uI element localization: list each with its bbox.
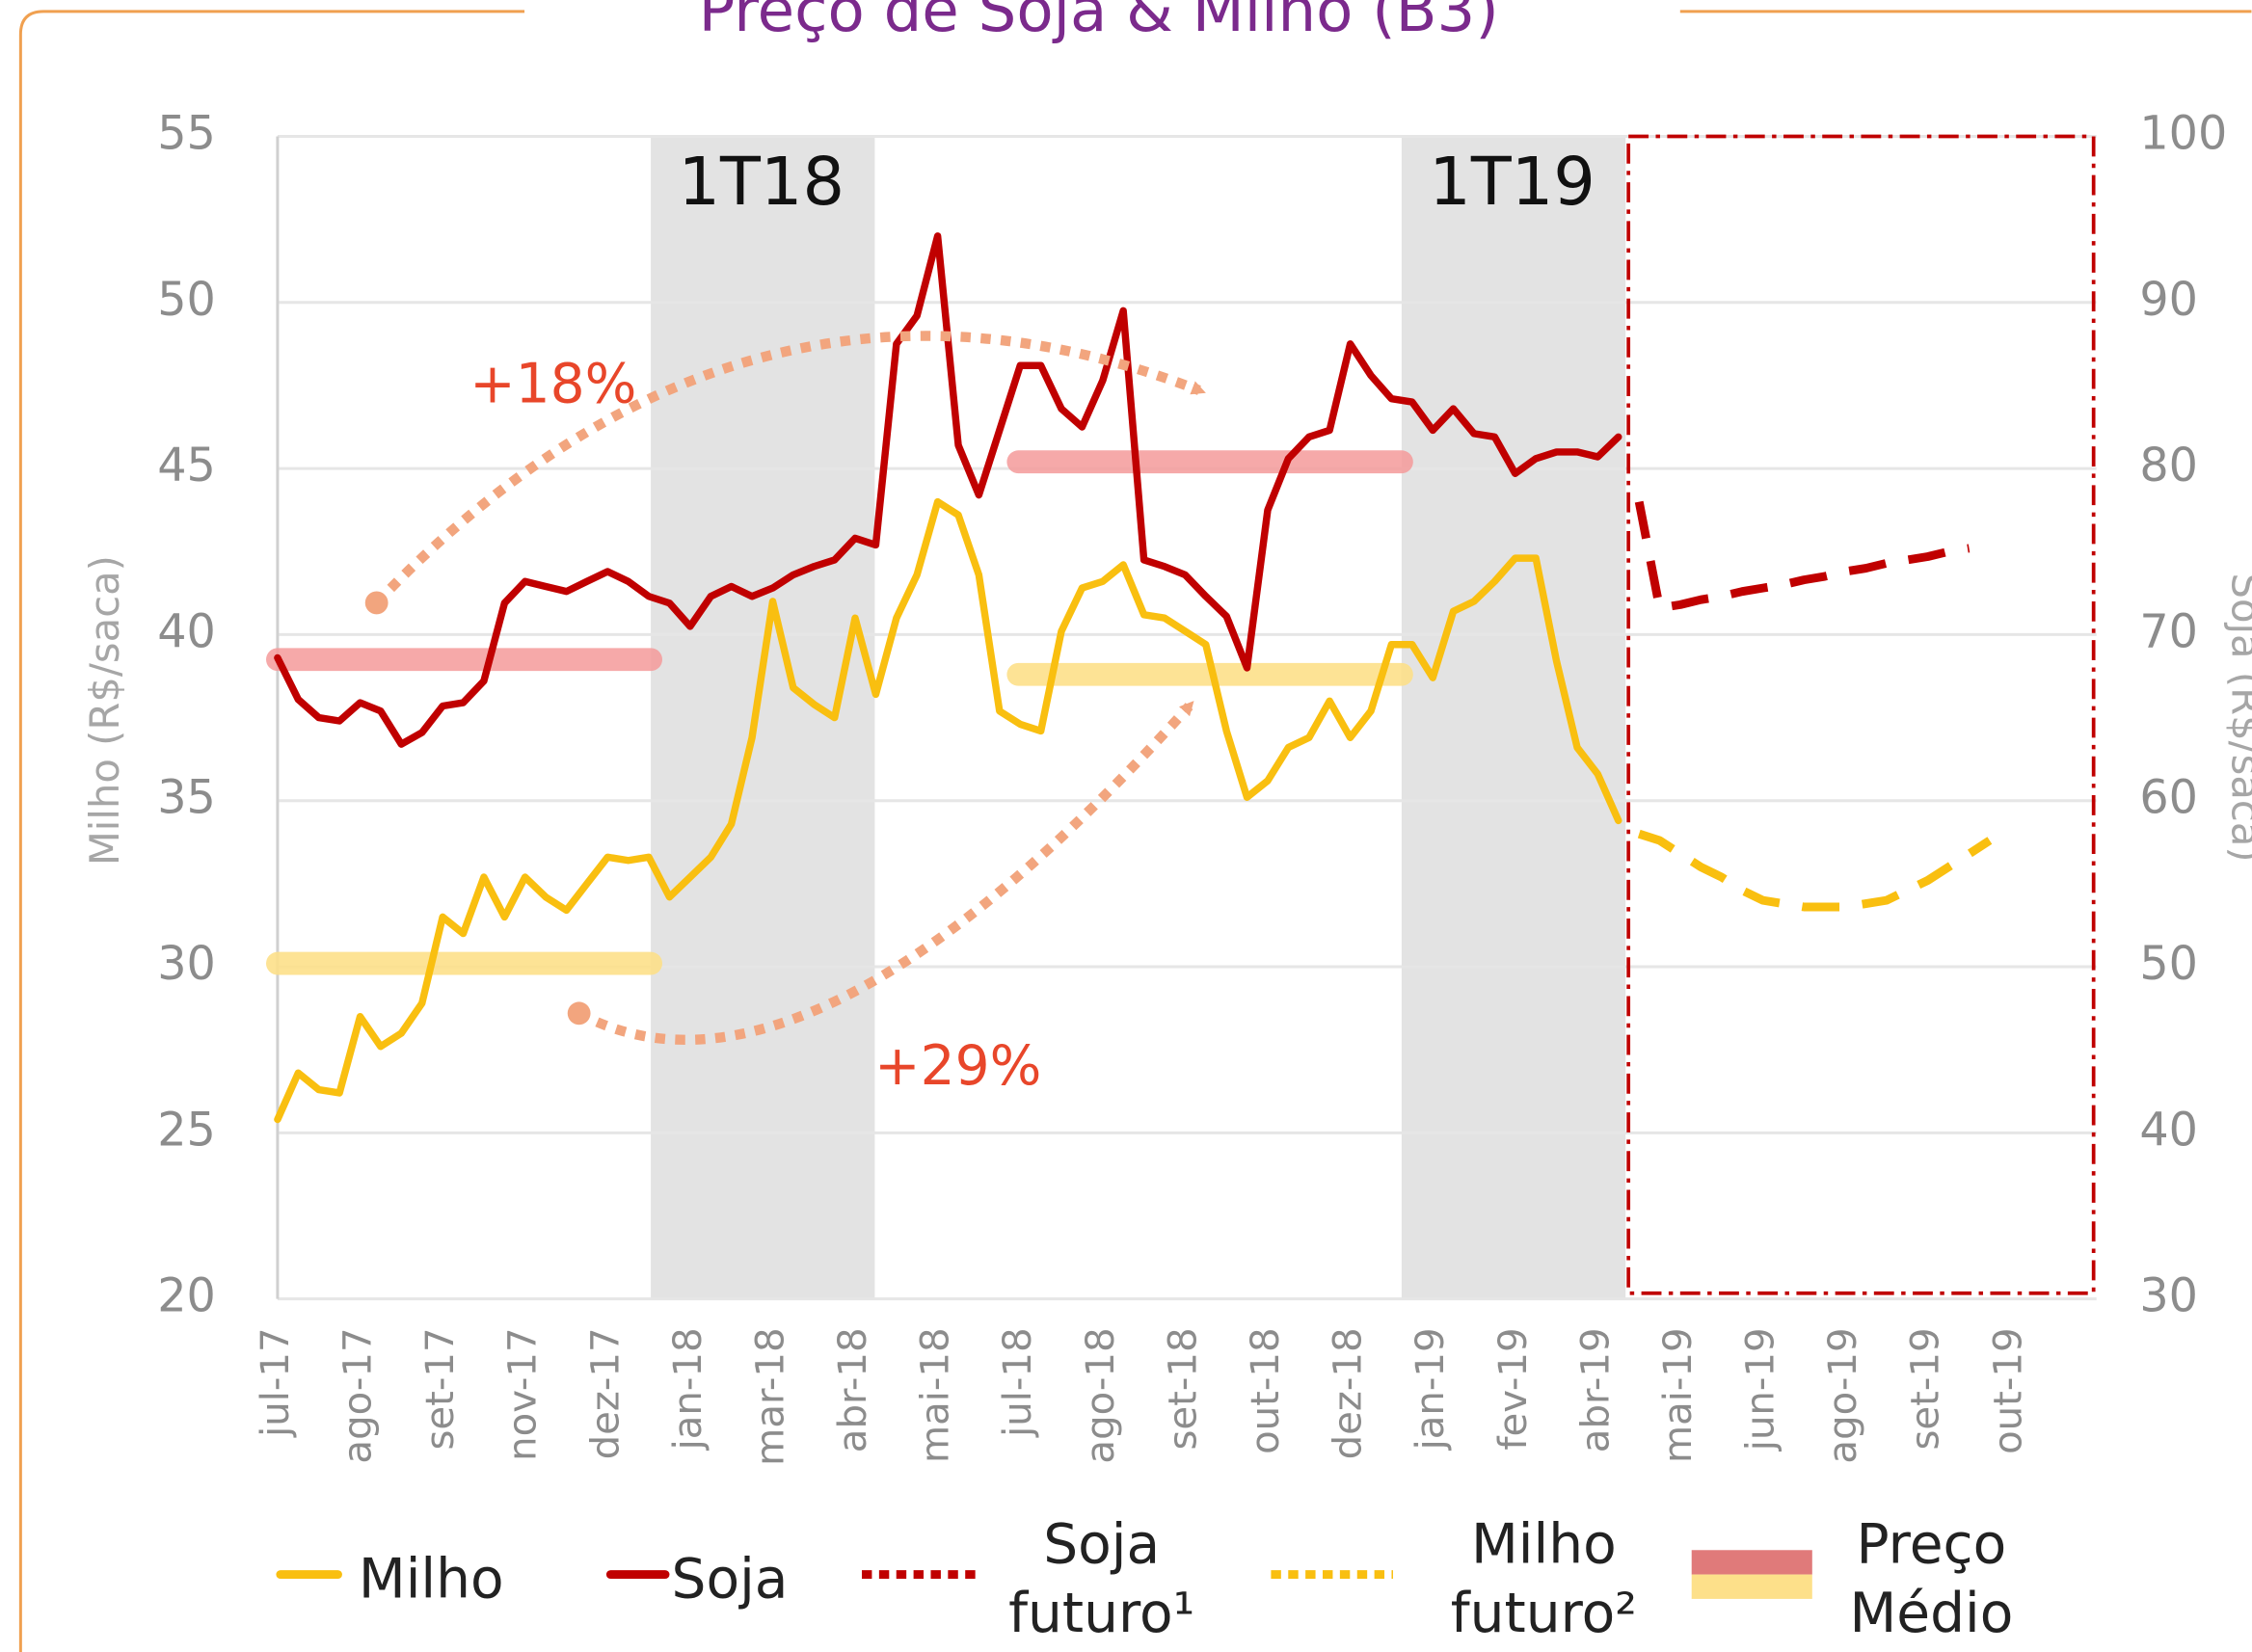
y-axis-title: Milho (R$/saca) xyxy=(81,555,128,866)
x-tick-label: jan-18 xyxy=(666,1327,710,1451)
y2-tick-label: 60 xyxy=(2139,772,2198,825)
y-tick-label: 45 xyxy=(157,440,216,493)
legend-label: Soja futuro¹ xyxy=(1008,1512,1195,1645)
legend-label: Milho futuro² xyxy=(1450,1512,1637,1645)
legend-label-box: Soja futuro¹ xyxy=(1008,1512,1195,1645)
x-tick-label: ago-19 xyxy=(1821,1327,1865,1463)
y2-tick-label: 40 xyxy=(2139,1104,2198,1157)
y2-tick-label: 80 xyxy=(2139,440,2198,493)
series-line xyxy=(1637,829,1993,912)
x-tick-label: mai-19 xyxy=(1656,1327,1701,1463)
legend-label-box: Soja xyxy=(671,1547,789,1611)
y-tick-label: 20 xyxy=(157,1270,216,1323)
period-label: 1T19 xyxy=(1429,144,1595,221)
y2-tick-label: 100 xyxy=(2139,107,2227,160)
legend-label: Milho xyxy=(358,1547,504,1611)
x-tick-label: set-17 xyxy=(418,1327,463,1450)
x-tick-label: mai-18 xyxy=(914,1327,958,1463)
x-tick-label: abr-19 xyxy=(1573,1327,1618,1452)
legend: Milho Soja Soja futuro¹ Milho futuro² Preço … xyxy=(276,1512,2014,1645)
x-tick-label: jun-19 xyxy=(1739,1327,1783,1452)
legend-label: Soja xyxy=(671,1547,789,1611)
x-tick-label: set-19 xyxy=(1904,1327,1948,1450)
x-tick-label: jan-19 xyxy=(1408,1327,1453,1451)
chart-title: Preço de Soja & Milho (B3) xyxy=(699,0,1499,45)
y2-tick-label: 50 xyxy=(2139,938,2198,991)
y-tick-label: 55 xyxy=(157,107,216,160)
x-tick-label: jul-17 xyxy=(254,1327,298,1437)
arrows xyxy=(372,331,1206,1045)
period-band xyxy=(651,136,875,1299)
y2-axis-title: Soja (R$/saca) xyxy=(2223,573,2252,862)
arrow-start xyxy=(567,1001,591,1026)
y-tick-label: 50 xyxy=(157,274,216,327)
x-tick-label: jul-18 xyxy=(996,1327,1040,1437)
y2-tick-label: 70 xyxy=(2139,605,2198,658)
arrow-start xyxy=(364,591,389,615)
legend-label-box: Milho xyxy=(358,1547,504,1611)
x-tick-label: nov-17 xyxy=(501,1327,546,1460)
series-line xyxy=(1634,500,1970,613)
average-bars xyxy=(266,450,1413,975)
x-labels: jul-17 ago-17 set-17 nov-17 dez-17 jan-18 mar-… xyxy=(254,1327,2030,1465)
forecast-box xyxy=(1626,134,2096,1295)
x-tick-label: dez-17 xyxy=(583,1327,628,1459)
grid: 20 25 30 35 40 45 50 55 30 40 50 60 70 80 90 100 xyxy=(157,107,2227,1322)
x-tick-label: out-19 xyxy=(1986,1327,2030,1453)
legend-label: Preço Médio xyxy=(1849,1512,2014,1645)
y-tick-label: 30 xyxy=(157,938,216,991)
period-label: 1T18 xyxy=(678,144,844,221)
x-tick-label: ago-18 xyxy=(1079,1327,1123,1463)
annotation: +18% xyxy=(469,353,636,416)
y2-tick-label: 90 xyxy=(2139,274,2198,327)
x-tick-label: abr-18 xyxy=(831,1327,875,1452)
legend-label-box: Preço Médio xyxy=(1849,1512,2014,1645)
x-tick-label: dez-18 xyxy=(1327,1327,1371,1459)
x-tick-label: fev-19 xyxy=(1491,1327,1536,1450)
period-band xyxy=(1401,136,1626,1299)
x-tick-label: set-18 xyxy=(1161,1327,1205,1450)
annotation: +29% xyxy=(874,1034,1041,1098)
x-tick-label: out-18 xyxy=(1244,1327,1288,1453)
legend-swatch xyxy=(1691,1574,1812,1599)
frame xyxy=(18,10,2252,1652)
x-tick-label: mar-18 xyxy=(748,1327,792,1465)
y-tick-label: 40 xyxy=(157,605,216,658)
x-tick-label: ago-17 xyxy=(336,1327,381,1463)
y2-tick-label: 30 xyxy=(2139,1270,2198,1323)
legend-label-box: Milho futuro² xyxy=(1450,1512,1637,1645)
legend-swatch xyxy=(1691,1550,1812,1575)
y-tick-label: 25 xyxy=(157,1104,216,1157)
y-tick-label: 35 xyxy=(157,772,216,825)
series-line xyxy=(274,497,1622,1124)
